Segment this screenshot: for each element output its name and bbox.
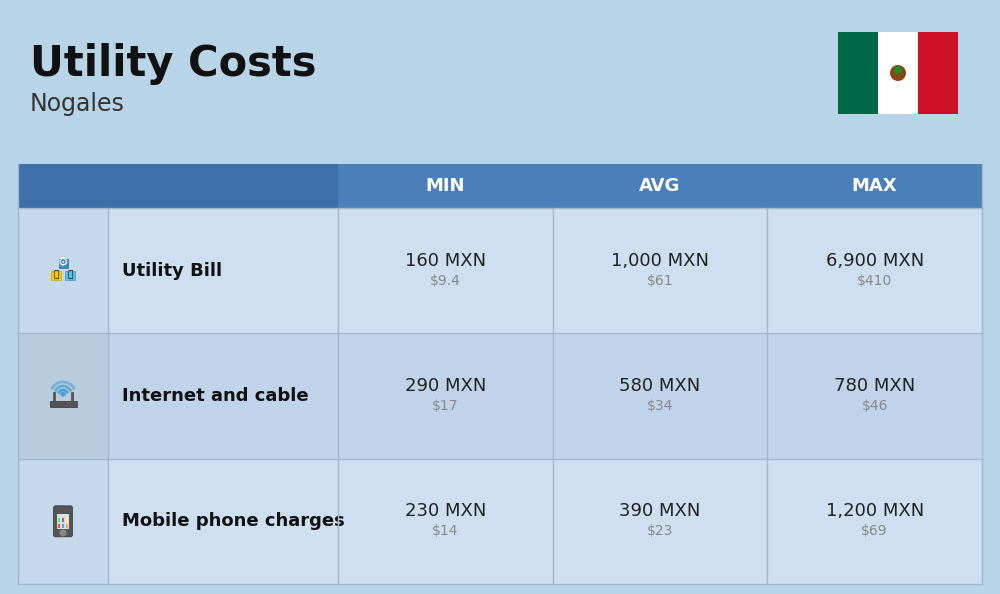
Bar bbox=[18, 164, 982, 208]
Text: $17: $17 bbox=[432, 399, 459, 413]
Text: 🔌: 🔌 bbox=[53, 270, 59, 279]
Text: 6,900 MXN: 6,900 MXN bbox=[826, 252, 924, 270]
Bar bbox=[18, 333, 982, 459]
Text: MIN: MIN bbox=[426, 177, 465, 195]
Bar bbox=[65, 271, 75, 280]
Bar bbox=[18, 459, 982, 584]
Text: $23: $23 bbox=[647, 525, 673, 538]
Bar bbox=[18, 208, 982, 333]
Text: Utility Costs: Utility Costs bbox=[30, 43, 316, 85]
Text: MAX: MAX bbox=[852, 177, 897, 195]
Bar bbox=[58, 524, 60, 528]
Text: $34: $34 bbox=[647, 399, 673, 413]
Bar bbox=[18, 459, 108, 584]
Bar bbox=[57, 514, 69, 529]
Bar bbox=[918, 32, 958, 114]
Text: 1,200 MXN: 1,200 MXN bbox=[826, 503, 924, 520]
FancyBboxPatch shape bbox=[54, 506, 72, 537]
Circle shape bbox=[60, 391, 66, 397]
Text: $9.4: $9.4 bbox=[430, 274, 461, 287]
Bar bbox=[878, 32, 918, 114]
Text: AVG: AVG bbox=[639, 177, 681, 195]
Bar bbox=[18, 164, 108, 208]
Text: 160 MXN: 160 MXN bbox=[405, 252, 486, 270]
Bar bbox=[50, 401, 76, 407]
Bar bbox=[66, 524, 68, 528]
Text: 230 MXN: 230 MXN bbox=[405, 503, 486, 520]
Bar bbox=[58, 518, 60, 522]
Text: 💧: 💧 bbox=[67, 270, 73, 279]
Bar bbox=[58, 258, 68, 268]
Bar bbox=[838, 32, 878, 114]
Bar bbox=[62, 524, 64, 528]
Text: Nogales: Nogales bbox=[30, 92, 125, 116]
Text: 1,000 MXN: 1,000 MXN bbox=[611, 252, 709, 270]
Text: $46: $46 bbox=[861, 399, 888, 413]
Text: $14: $14 bbox=[432, 525, 459, 538]
Circle shape bbox=[60, 529, 66, 536]
Text: $410: $410 bbox=[857, 274, 892, 287]
Bar bbox=[108, 164, 338, 208]
Text: 780 MXN: 780 MXN bbox=[834, 377, 915, 395]
Text: $61: $61 bbox=[647, 274, 673, 287]
Text: $69: $69 bbox=[861, 525, 888, 538]
Text: 580 MXN: 580 MXN bbox=[619, 377, 701, 395]
Text: 390 MXN: 390 MXN bbox=[619, 503, 701, 520]
Bar bbox=[18, 208, 108, 333]
Circle shape bbox=[894, 66, 902, 74]
Text: Mobile phone charges: Mobile phone charges bbox=[122, 513, 345, 530]
Text: Utility Bill: Utility Bill bbox=[122, 262, 222, 280]
Bar bbox=[18, 333, 108, 459]
Text: 290 MXN: 290 MXN bbox=[405, 377, 486, 395]
Text: Internet and cable: Internet and cable bbox=[122, 387, 309, 405]
Circle shape bbox=[890, 65, 906, 81]
Bar bbox=[62, 518, 64, 522]
Bar bbox=[51, 271, 61, 280]
Text: ⚙: ⚙ bbox=[58, 257, 68, 269]
Bar bbox=[66, 518, 68, 522]
